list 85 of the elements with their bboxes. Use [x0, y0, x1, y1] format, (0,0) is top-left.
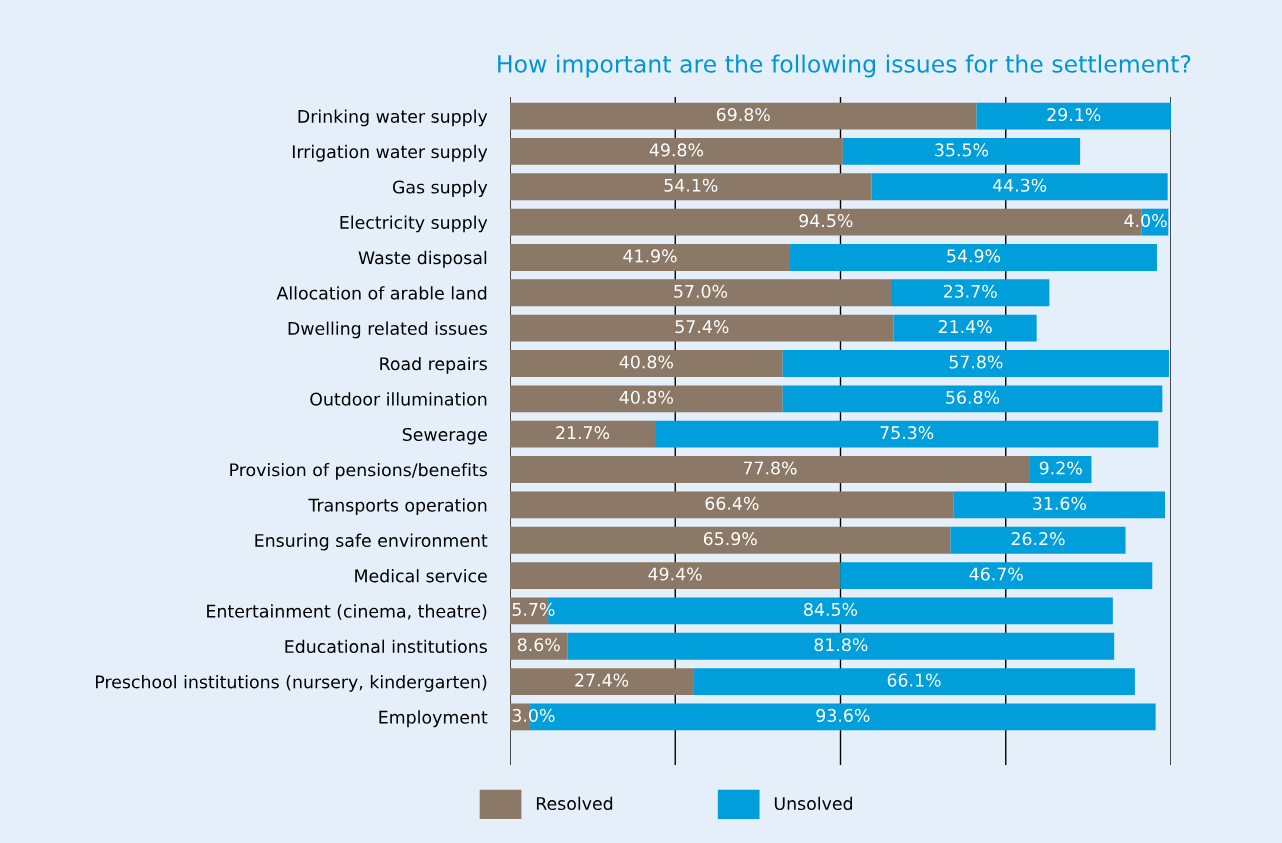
bar	[510, 138, 843, 165]
bar	[510, 562, 841, 589]
data-label: 46.7%	[969, 567, 1023, 581]
data-label: 57.0%	[674, 284, 728, 298]
bar	[890, 279, 1050, 307]
bar	[693, 668, 1135, 696]
data-label: 54.9%	[947, 249, 1001, 263]
y-tick-label: Ensuring safe environment	[255, 533, 488, 551]
bar	[790, 244, 1157, 271]
y-tick-label: Road repairs	[380, 356, 487, 374]
data-label: 93.6%	[816, 708, 870, 722]
bar	[510, 491, 954, 519]
data-label: 29.1%	[1047, 107, 1101, 122]
data-label: 69.8%	[716, 107, 770, 122]
legend-label: Resolved	[536, 796, 613, 811]
bar	[871, 173, 1168, 201]
data-label: 49.4%	[648, 567, 702, 581]
bar	[510, 385, 783, 413]
y-tick-label: Employment	[379, 710, 488, 728]
data-label: 21.4%	[938, 320, 992, 334]
data-label: 54.1%	[664, 178, 718, 192]
bar	[510, 420, 656, 448]
y-tick-label: Drinking water supply	[298, 109, 488, 127]
data-label: 56.8%	[946, 390, 1000, 404]
y-tick-label: Gas supply	[392, 180, 488, 197]
bar	[510, 314, 894, 342]
bar	[842, 138, 1081, 165]
bar	[976, 102, 1171, 130]
data-label: 41.9%	[623, 249, 677, 263]
y-tick-label: Electricity supply	[340, 215, 488, 233]
data-label: 94.5%	[799, 214, 853, 228]
data-label: 75.3%	[880, 426, 934, 440]
data-label: 57.8%	[949, 355, 1003, 369]
data-label: 26.2%	[1011, 532, 1065, 546]
bar	[1029, 456, 1092, 483]
chart-title: How important are the following issues for the settlement?	[498, 54, 1191, 78]
bar	[510, 279, 891, 307]
legend-label: Unsolved	[774, 796, 853, 811]
data-label: 31.6%	[1033, 496, 1086, 510]
bar	[510, 456, 1030, 483]
data-label: 44.3%	[992, 178, 1047, 192]
y-tick-label: Preschool institutions (nursery, kindergarten)	[96, 674, 487, 692]
data-label: 27.4%	[575, 673, 629, 687]
y-tick-label: Sewerage	[402, 427, 487, 445]
data-label: 66.4%	[705, 496, 759, 510]
bar	[567, 632, 1115, 660]
data-label: 84.5%	[804, 602, 858, 616]
bar	[950, 526, 1126, 554]
data-label: 40.8%	[619, 355, 673, 369]
bar	[840, 562, 1153, 589]
bar	[510, 526, 951, 554]
y-tick-label: Allocation of arable land	[276, 286, 487, 300]
data-label: 65.9%	[703, 532, 757, 546]
data-label: 8.6%	[517, 638, 560, 652]
data-label: 57.4%	[675, 320, 729, 334]
bar	[782, 350, 1169, 377]
bar	[953, 491, 1165, 519]
bar	[510, 102, 977, 130]
data-label: 81.8%	[814, 638, 868, 652]
data-label: 23.7%	[943, 284, 997, 298]
data-label: 49.8%	[649, 143, 704, 157]
y-tick-label: Irrigation water supply	[292, 144, 488, 162]
data-label: 21.7%	[556, 426, 610, 440]
bar	[893, 314, 1037, 342]
y-tick-label: Dwelling related issues	[288, 321, 487, 339]
y-tick-label: Entertainment (cinema, theatre)	[207, 604, 487, 620]
data-label: 9.2%	[1039, 461, 1082, 475]
data-label: 3.0%	[512, 708, 555, 722]
data-label: 35.5%	[935, 143, 989, 157]
data-label: 66.1%	[887, 673, 941, 687]
y-tick-label: Medical service	[355, 568, 487, 583]
y-tick-label: Educational institutions	[285, 639, 487, 654]
bar	[510, 350, 783, 377]
y-tick-label: Transports operation	[308, 498, 487, 516]
bar	[510, 173, 872, 201]
y-tick-label: Outdoor illumination	[310, 392, 487, 406]
data-label: 4.0%	[1124, 214, 1167, 228]
bar	[510, 668, 694, 696]
bar	[655, 420, 1159, 448]
data-label: 77.8%	[743, 461, 797, 475]
y-tick-label: Provision of pensions/benefits	[230, 462, 487, 480]
data-label: 40.8%	[619, 390, 673, 404]
y-tick-label: Waste disposal	[358, 250, 487, 268]
bar	[782, 385, 1163, 413]
bar	[510, 244, 791, 271]
